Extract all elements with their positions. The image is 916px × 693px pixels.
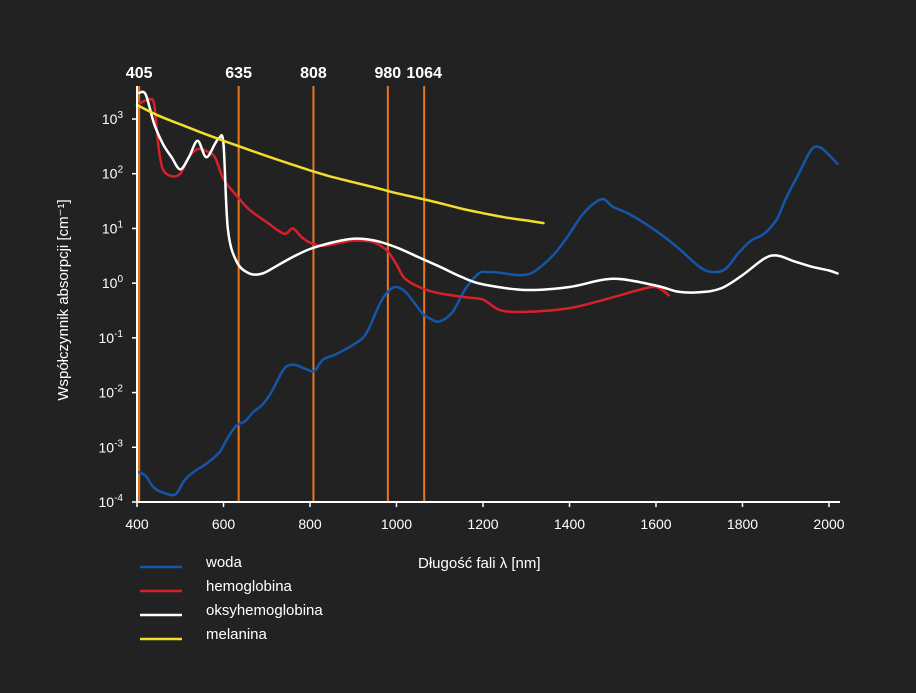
legend-label-oksyhemoglobina: oksyhemoglobina: [206, 602, 323, 619]
series-line-woda: [137, 145, 839, 497]
series-line-melanina: [135, 103, 545, 225]
marker-label-405: 405: [126, 65, 153, 82]
series-line-oksyhemoglobina: [137, 90, 839, 294]
x-axis-label: Długość fali λ [nm]: [418, 555, 541, 572]
y-tick-label-3: 103: [102, 110, 124, 127]
marker-label-635: 635: [225, 65, 252, 82]
y-tick-label--2: 10-2: [99, 384, 124, 401]
y-tick-label--3: 10-3: [99, 438, 124, 455]
y-tick-label-2: 102: [102, 165, 124, 182]
legend-label-melanina: melanina: [206, 626, 268, 643]
x-tick-label-600: 600: [212, 516, 236, 532]
x-tick-label-1400: 1400: [554, 516, 585, 532]
y-axis-label: Współczynnik absorpcji [cm⁻¹]: [55, 199, 72, 400]
x-tick-label-1800: 1800: [727, 516, 758, 532]
y-tick-label--4: 10-4: [99, 493, 124, 510]
series-line-hemoglobina: [137, 97, 671, 314]
x-tick-label-1200: 1200: [467, 516, 498, 532]
y-tick-label-1: 101: [102, 219, 124, 236]
legend: woda hemoglobina oksyhemoglobina melanina: [140, 554, 323, 643]
legend-label-hemoglobina: hemoglobina: [206, 578, 293, 595]
marker-label-980: 980: [374, 65, 401, 82]
marker-label-1064: 1064: [406, 65, 442, 82]
series-lines: [135, 90, 839, 497]
y-tick-label--1: 10-1: [99, 329, 124, 346]
wavelength-markers: 405 635 808 980 1064: [126, 65, 442, 502]
y-tick-label-0: 100: [102, 274, 124, 291]
marker-label-808: 808: [300, 65, 327, 82]
x-tick-label-1000: 1000: [381, 516, 412, 532]
x-tick-label-800: 800: [298, 516, 322, 532]
axes: 400 600 800 1000 1200 1400 1600 1800 2000 10-4 10-…: [99, 86, 845, 532]
x-tick-label-1600: 1600: [640, 516, 671, 532]
legend-label-woda: woda: [205, 554, 243, 571]
x-tick-label-2000: 2000: [813, 516, 844, 532]
x-tick-label-400: 400: [125, 516, 149, 532]
